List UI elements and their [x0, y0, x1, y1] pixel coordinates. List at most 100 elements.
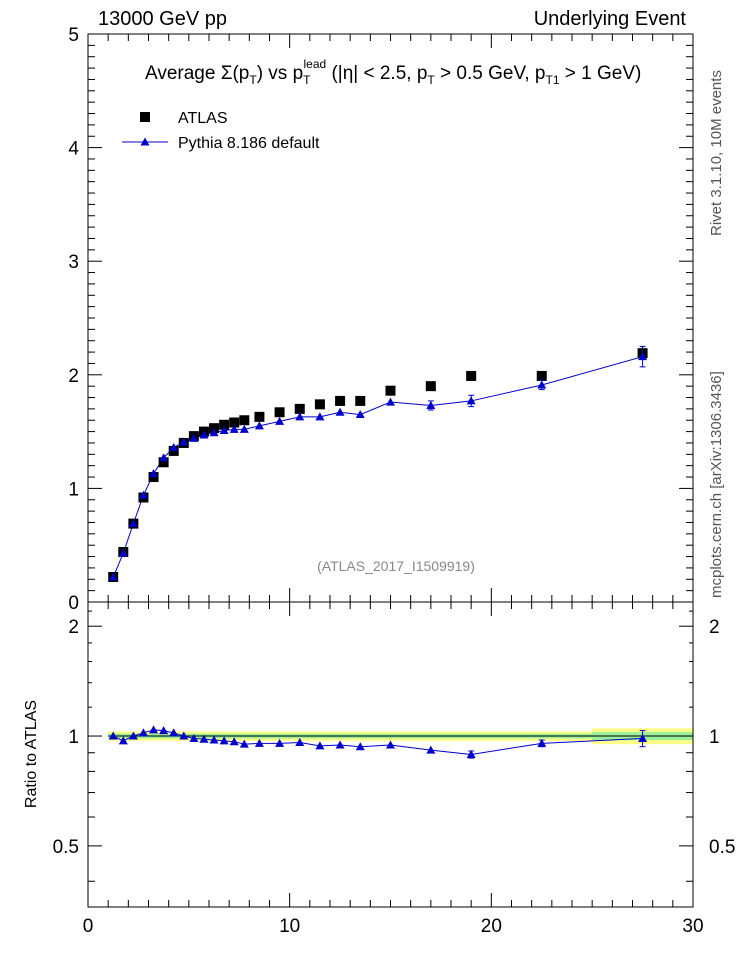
pythia-point: [355, 410, 365, 419]
x-tick-labels: 0 10 20 30: [83, 916, 704, 937]
pythia-point: [108, 572, 118, 581]
main-y-tick-label: 0: [68, 593, 79, 614]
ratio-point: [426, 745, 436, 754]
ratio-plot-frame: [87, 601, 694, 908]
ratio-point: [169, 728, 179, 737]
main-plot-panel: 0 1 2 3 4 5 Average Σ(pT) vs pTlead (|η| < 2.…: [68, 25, 694, 614]
pythia-point: [537, 380, 547, 389]
atlas-point: [425, 381, 436, 392]
ratio-point: [355, 742, 365, 751]
pythia-point: [229, 424, 239, 433]
ratio-axis-ticks: [87, 602, 694, 907]
ratio-data-marks: [108, 725, 648, 759]
legend-atlas-label: ATLAS: [178, 110, 228, 127]
atlas-point: [335, 395, 346, 406]
legend-pythia-label: Pythia 8.186 default: [178, 135, 320, 152]
pythia-point: [209, 428, 219, 437]
ratio-point: [128, 731, 138, 740]
atlas-point: [254, 411, 265, 422]
main-y-tick-label: 5: [68, 25, 79, 46]
ratio-point: [386, 740, 395, 749]
pythia-point: [638, 352, 648, 361]
pythia-point: [254, 421, 264, 430]
pythia-point: [386, 397, 395, 406]
atlas-point: [239, 415, 250, 426]
ratio-point: [159, 726, 169, 735]
x-tick-label: 0: [83, 916, 94, 937]
ratio-y-tick-label-right: 1: [709, 727, 720, 748]
atlas-point: [229, 417, 240, 428]
pythia-point: [295, 412, 305, 421]
pythia-point: [315, 412, 325, 421]
atlas-point: [314, 399, 325, 410]
ratio-point: [315, 741, 325, 750]
ratio-y-tick-label: 0.5: [53, 837, 79, 858]
main-y-tick-label: 4: [68, 139, 79, 160]
ratio-point: [254, 738, 264, 747]
atlas-point: [536, 370, 547, 381]
pythia-point: [426, 400, 436, 409]
main-plot-title: Average Σ(pT) vs pTlead (|η| < 2.5, pT >…: [145, 57, 641, 87]
ratio-point: [138, 728, 148, 737]
pythia-point: [239, 424, 249, 433]
atlas-point: [294, 403, 305, 414]
ratio-point: [108, 731, 118, 740]
main-y-tick-label: 1: [68, 479, 79, 500]
legend-atlas-marker: [140, 112, 150, 122]
main-y-tick-label: 3: [68, 252, 79, 273]
x-tick-label: 30: [682, 916, 703, 937]
atlas-point: [274, 407, 285, 418]
ratio-point: [638, 733, 648, 742]
ratio-point: [275, 738, 285, 747]
ratio-point: [209, 735, 219, 744]
atlas-point: [385, 385, 396, 396]
ratio-point: [335, 740, 345, 749]
header-analysis-label: Underlying Event: [533, 8, 686, 30]
pythia-point: [189, 433, 199, 442]
atlas-point: [355, 395, 366, 406]
main-y-tick-labels: 0 1 2 3 4 5: [68, 25, 79, 614]
ratio-point: [199, 734, 209, 743]
main-axis-ticks: [87, 33, 694, 603]
header-process-label: 13000 GeV pp: [98, 8, 227, 30]
x-tick-label: 10: [279, 916, 300, 937]
pythia-point: [275, 416, 285, 425]
pythia-point: [138, 490, 148, 499]
analysis-watermark: (ATLAS_2017_I1509919): [317, 558, 475, 574]
ratio-point: [295, 738, 305, 747]
ratio-point: [189, 733, 199, 742]
pythia-point: [179, 437, 189, 446]
pythia-point: [149, 469, 159, 478]
pythia-series-line: [112, 356, 643, 578]
ratio-point: [118, 736, 128, 745]
ratio-y-tick-label: 1: [68, 727, 79, 748]
pythia-point: [335, 407, 345, 416]
ratio-point: [229, 737, 239, 746]
ratio-y-axis-label: Ratio to ATLAS: [23, 700, 40, 808]
legend-pythia-marker: [140, 137, 150, 146]
ratio-point: [149, 725, 159, 734]
legend: ATLAS Pythia 8.186 default: [122, 110, 320, 152]
ratio-point: [537, 738, 547, 747]
ratio-point: [466, 750, 476, 759]
x-tick-label: 20: [481, 916, 502, 937]
ratio-y-tick-label-right: 2: [709, 617, 720, 638]
atlas-point: [209, 423, 220, 434]
ratio-y-tick-labels: 0.5 0.5 1 1 2 2: [53, 617, 736, 858]
pythia-point: [159, 453, 169, 462]
atlas-point: [219, 419, 230, 430]
atlas-point: [466, 370, 477, 381]
main-data-marks: [108, 345, 648, 583]
pythia-point: [169, 443, 179, 452]
atlas-point: [158, 457, 169, 468]
pythia-point: [199, 430, 209, 439]
main-y-tick-label: 2: [68, 366, 79, 387]
pythia-point: [118, 548, 128, 557]
ratio-point: [239, 739, 249, 748]
pythia-point: [128, 519, 138, 528]
pythia-point: [466, 396, 476, 405]
ratio-point: [179, 731, 189, 740]
pythia-point: [219, 425, 229, 434]
ratio-y-tick-label-right: 0.5: [709, 837, 735, 858]
